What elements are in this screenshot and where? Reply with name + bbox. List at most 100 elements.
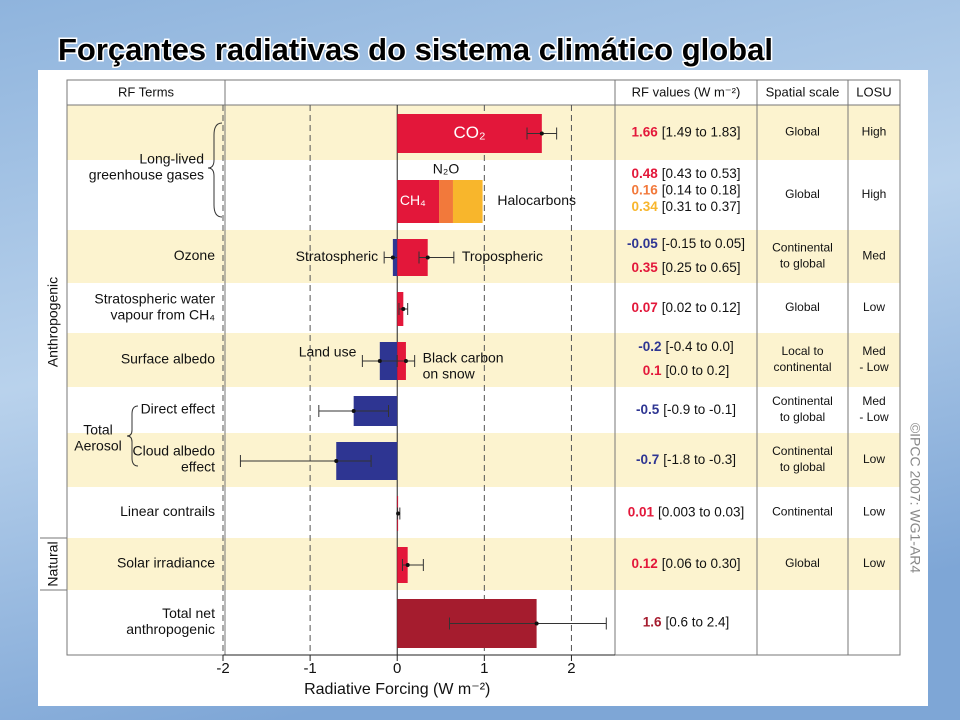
rf-value-range: [0.25 to 0.65] <box>662 260 741 275</box>
spatial-scale: to global <box>780 257 825 271</box>
rf-value-range: [0.06 to 0.30] <box>662 556 741 571</box>
rf-value-number: 0.34 <box>631 199 658 214</box>
rf-value-range: [-0.4 to 0.0] <box>665 339 733 354</box>
row-band <box>67 487 900 538</box>
spatial-scale: Continental <box>772 394 833 408</box>
row-band <box>67 538 900 590</box>
rf-value: -0.7 [-1.8 to -0.3] <box>636 452 736 467</box>
chart: RF Terms RF values (W m⁻²) Spatial scale LO… <box>40 79 923 698</box>
spatial-scale: Global <box>785 187 820 201</box>
bar-label: N₂O <box>433 161 460 177</box>
losu: High <box>862 187 887 201</box>
spatial-scale: Continental <box>772 505 833 519</box>
rf-value-number: 0.1 <box>643 363 662 378</box>
rf-value-number: 1.6 <box>643 614 662 629</box>
spatial-scale: Global <box>785 300 820 314</box>
brace <box>207 122 223 218</box>
rf-value-number: 0.07 <box>631 300 657 315</box>
row-band <box>67 333 900 387</box>
spatial-scale: Local to <box>781 344 823 358</box>
bar <box>439 180 453 223</box>
term-label: Ozone <box>174 247 215 263</box>
bar-label: Tropospheric <box>462 248 543 264</box>
spatial-scale: Global <box>785 125 820 139</box>
rf-value: 0.01 [0.003 to 0.03] <box>628 504 745 519</box>
value-dot <box>401 307 406 311</box>
term-label: Surface albedo <box>121 351 215 367</box>
rf-value-number: -0.05 <box>627 236 658 251</box>
row-band <box>67 283 900 333</box>
rf-value: 0.34 [0.31 to 0.37] <box>631 199 740 214</box>
spatial-scale: continental <box>773 360 831 374</box>
rf-value-number: 0.35 <box>631 260 658 275</box>
rf-value-range: [0.31 to 0.37] <box>662 199 741 214</box>
term-label: Cloud albedo <box>132 443 215 459</box>
rf-value-number: -0.2 <box>638 339 661 354</box>
losu: Low <box>863 505 885 519</box>
bar-label: Land use <box>299 344 357 360</box>
spatial-scale: to global <box>780 460 825 474</box>
bar-label: CO₂ <box>453 123 485 142</box>
spatial-scale: to global <box>780 410 825 424</box>
value-dot <box>377 359 382 363</box>
spatial-scale: Continental <box>772 241 833 255</box>
rf-value-range: [-0.15 to 0.05] <box>662 236 745 251</box>
term-label: Solar irradiance <box>117 555 215 571</box>
row-band <box>67 433 900 487</box>
bar-label: Halocarbons <box>497 192 576 208</box>
term-label: effect <box>181 459 215 475</box>
row-band <box>67 387 900 433</box>
group-label: Long-lived <box>139 151 204 167</box>
losu: Med <box>862 249 885 263</box>
losu: Low <box>863 300 885 314</box>
rf-value-range: [0.43 to 0.53] <box>662 166 741 181</box>
losu: Med <box>862 344 885 358</box>
rf-value: 0.07 [0.02 to 0.12] <box>631 300 740 315</box>
rf-value: -0.05 [-0.15 to 0.05] <box>627 236 745 251</box>
x-tick-label: 0 <box>393 660 401 677</box>
column-header: RF Terms <box>118 84 175 99</box>
value-dot <box>351 409 356 413</box>
rf-value-number: 1.66 <box>631 124 658 139</box>
value-dot <box>403 359 408 363</box>
term-label: anthropogenic <box>126 621 215 637</box>
losu: Low <box>863 452 885 466</box>
bar <box>397 114 542 153</box>
rf-value: 0.48 [0.43 to 0.53] <box>631 166 740 181</box>
rf-value-range: [0.02 to 0.12] <box>662 300 741 315</box>
rf-value-range: [0.6 to 2.4] <box>665 614 729 629</box>
bar-label: Stratospheric <box>296 248 378 264</box>
rf-value-range: [0.0 to 0.2] <box>665 363 729 378</box>
group-label: Anthropogenic <box>45 277 61 367</box>
value-dot <box>405 563 410 567</box>
rf-value-range: [1.49 to 1.83] <box>662 124 741 139</box>
column-header: Spatial scale <box>766 84 840 99</box>
losu: High <box>862 125 887 139</box>
bar-label: on snow <box>423 366 476 382</box>
losu: Med <box>862 394 885 408</box>
x-tick-label: -2 <box>216 660 229 677</box>
x-tick-label: 2 <box>567 660 575 677</box>
row-band <box>67 160 900 230</box>
rf-value-number: 0.16 <box>631 182 658 197</box>
column-header: RF values (W m⁻²) <box>632 84 741 99</box>
x-tick-label: 1 <box>480 660 488 677</box>
x-tick-label: -1 <box>303 660 316 677</box>
rf-value-number: 0.12 <box>631 556 657 571</box>
group-label: Total <box>83 422 113 438</box>
rf-value-number: 0.01 <box>628 504 655 519</box>
rf-value: 0.16 [0.14 to 0.18] <box>631 182 740 197</box>
rf-value-range: [-1.8 to -0.3] <box>663 452 736 467</box>
value-dot <box>425 255 430 260</box>
value-dot <box>396 511 401 516</box>
bar-label: Black carbon <box>423 350 504 366</box>
row-band <box>67 230 900 283</box>
losu: - Low <box>859 410 889 424</box>
rf-value: 1.66 [1.49 to 1.83] <box>631 124 740 139</box>
group-label: Natural <box>45 541 61 586</box>
rf-value: 0.35 [0.25 to 0.65] <box>631 260 740 275</box>
value-dot <box>534 621 539 626</box>
rf-value: 0.1 [0.0 to 0.2] <box>643 363 730 378</box>
rf-value: 0.12 [0.06 to 0.30] <box>631 556 740 571</box>
